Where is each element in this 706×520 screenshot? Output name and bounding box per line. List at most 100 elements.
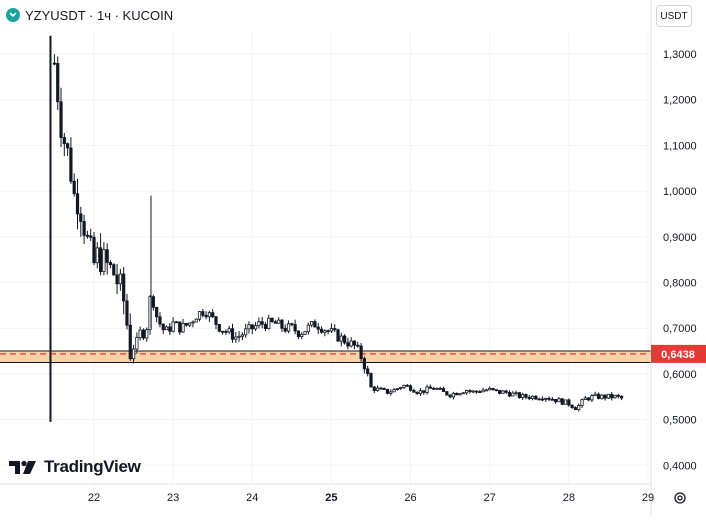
y-tick-label: 0,9000 xyxy=(663,232,697,244)
candle-body xyxy=(217,324,221,332)
candle-body xyxy=(527,396,531,399)
candle-body xyxy=(105,249,109,263)
candle-body xyxy=(188,322,192,326)
candle-body xyxy=(319,328,324,333)
candle-body xyxy=(356,344,360,347)
candle-body xyxy=(102,249,106,272)
candle-body xyxy=(554,399,558,403)
candle-body xyxy=(280,319,284,329)
candle-body xyxy=(600,394,604,399)
candle-body xyxy=(56,63,60,103)
candle-body xyxy=(455,392,459,396)
candle-body xyxy=(432,387,436,390)
candle-body xyxy=(131,348,136,360)
candle-body xyxy=(399,387,403,389)
candle-body xyxy=(260,321,264,325)
candle-body xyxy=(69,147,73,182)
candle-body xyxy=(237,335,241,338)
candle-body xyxy=(593,393,597,396)
candle-body xyxy=(563,399,568,405)
candle-body xyxy=(412,389,416,393)
symbol-title: YZYUSDT · 1ч · KUCOIN xyxy=(25,7,174,23)
candle-body xyxy=(329,328,334,332)
candle-body xyxy=(603,394,607,399)
candle-body xyxy=(112,264,116,276)
candle-body xyxy=(583,397,587,401)
candle-body xyxy=(616,394,620,397)
candle-body xyxy=(402,384,406,388)
candle-body xyxy=(465,390,469,394)
candle-body xyxy=(145,329,149,339)
candle-body xyxy=(155,306,159,318)
candle-body xyxy=(352,340,357,346)
y-tick-label: 0,4000 xyxy=(663,460,697,472)
candle-body xyxy=(214,316,218,325)
candle-body xyxy=(221,330,225,333)
candle-body xyxy=(349,340,353,347)
candle-body xyxy=(85,234,90,237)
candle-body xyxy=(333,328,337,331)
price-axis: 1,3000 1,2000 1,1000 1,0000 0,9000 0,8000 0,70… xyxy=(650,0,706,515)
currency-button[interactable]: USDT xyxy=(656,5,692,27)
symbol-header[interactable]: YZYUSDT · 1ч · KUCOIN xyxy=(6,6,173,24)
candle-body xyxy=(468,390,472,392)
candle-body xyxy=(451,392,456,398)
candle-body xyxy=(379,387,383,390)
tradingview-logo[interactable]: TradingView xyxy=(9,457,141,477)
candle-body xyxy=(418,390,423,395)
candle-body xyxy=(293,324,297,332)
candle-body xyxy=(257,321,261,327)
candle-body xyxy=(481,389,485,393)
candle-body xyxy=(227,328,231,333)
grid-lines xyxy=(0,30,651,484)
current-price-label: 0,6438 xyxy=(661,349,695,361)
candle-body xyxy=(484,389,489,392)
candle-body xyxy=(59,101,63,138)
candle-body xyxy=(286,323,291,332)
candle-body xyxy=(95,247,99,264)
tradingview-wordmark: TradingView xyxy=(44,457,141,476)
candle-body xyxy=(369,373,373,388)
candle-body xyxy=(135,337,139,350)
gear-icon[interactable] xyxy=(673,491,687,505)
candle-body xyxy=(263,323,268,329)
candle-body xyxy=(313,321,317,328)
candle-body xyxy=(497,389,502,394)
candle-body xyxy=(164,326,169,331)
candle-body xyxy=(234,336,238,340)
candle-body xyxy=(300,333,304,337)
candle-body xyxy=(375,387,380,391)
candle-body xyxy=(339,335,343,342)
candle-body xyxy=(362,358,366,370)
candle-body xyxy=(191,321,195,324)
candle-body xyxy=(359,345,363,359)
candle-body xyxy=(435,388,439,390)
candle-body xyxy=(596,393,601,399)
candle-body xyxy=(405,384,409,387)
y-tick-label: 1,3000 xyxy=(663,49,697,61)
candle-body xyxy=(580,399,584,406)
candle-body xyxy=(125,300,129,326)
y-tick-label: 1,0000 xyxy=(663,186,697,198)
candle-body xyxy=(534,395,538,400)
candle-body xyxy=(524,394,528,398)
time-axis: 22 23 24 25 26 27 28 29 xyxy=(0,483,654,504)
candle-body xyxy=(75,193,80,215)
candle-body xyxy=(504,390,508,393)
candle-body xyxy=(161,323,165,331)
candle-body xyxy=(422,390,426,393)
candle-body xyxy=(310,321,314,326)
candle-body xyxy=(207,312,212,318)
x-tick-label: 24 xyxy=(246,492,258,504)
candle-body xyxy=(530,395,535,399)
candle-body xyxy=(346,342,350,347)
y-tick-label: 1,2000 xyxy=(663,95,697,107)
candle-body xyxy=(372,386,376,391)
candle-body xyxy=(72,180,76,195)
candle-body xyxy=(501,390,505,394)
candle-body xyxy=(415,391,419,395)
candle-body xyxy=(108,262,113,266)
candle-body xyxy=(521,394,525,399)
